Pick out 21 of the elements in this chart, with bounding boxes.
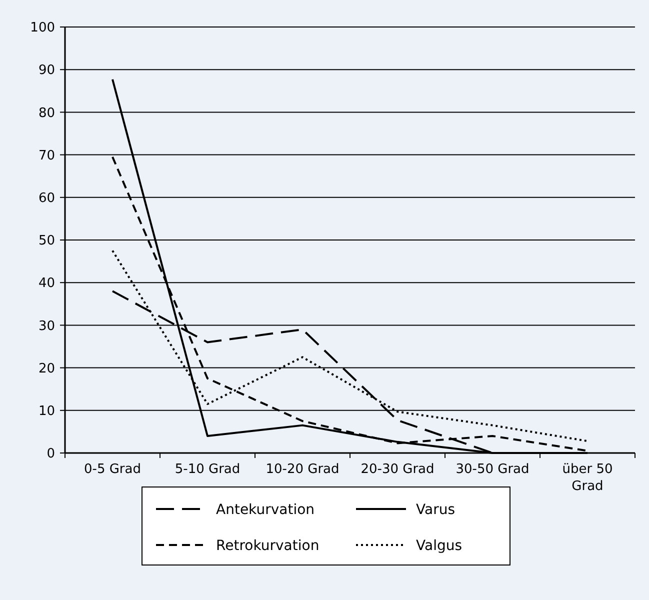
y-tick-label: 40 bbox=[38, 276, 55, 292]
x-tick-label: 0-5 Grad bbox=[84, 462, 142, 477]
y-tick-label: 60 bbox=[38, 190, 55, 206]
y-tick-label: 0 bbox=[46, 446, 55, 462]
legend-label: Varus bbox=[416, 502, 455, 518]
y-tick-label: 90 bbox=[38, 63, 55, 78]
y-tick-label: 100 bbox=[30, 20, 55, 36]
y-tick-label: 50 bbox=[38, 234, 55, 249]
x-tick-label: 30-50 Grad bbox=[456, 462, 530, 477]
x-tick-label: 10-20 Grad bbox=[266, 462, 340, 477]
y-tick-label: 80 bbox=[38, 106, 55, 121]
x-tick-label: über 50 Grad bbox=[562, 462, 613, 494]
y-tick-label: 30 bbox=[38, 318, 55, 334]
y-tick-label: 10 bbox=[38, 404, 55, 419]
legend-label: Valgus bbox=[416, 538, 462, 554]
y-tick-label: 70 bbox=[38, 148, 55, 164]
legend-label: Antekurvation bbox=[216, 502, 315, 518]
legend-label: Retrokurvation bbox=[216, 538, 320, 554]
y-tick-label: 20 bbox=[38, 361, 55, 376]
x-tick-label: 20-30 Grad bbox=[360, 462, 434, 477]
x-tick-label: 5-10 Grad bbox=[174, 462, 240, 477]
